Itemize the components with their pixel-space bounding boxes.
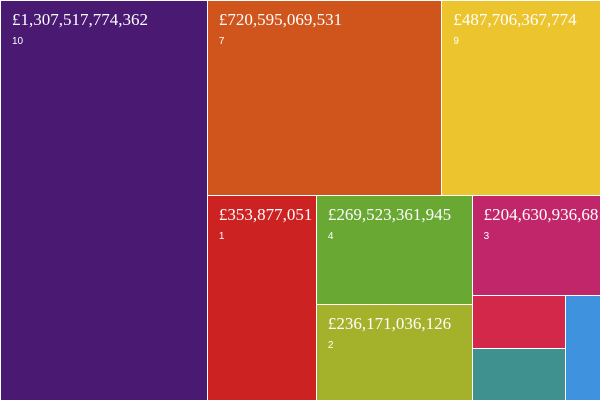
treemap-cell: £204,630,936,68 3 xyxy=(471,194,601,297)
value-label: £269,523,361,945 xyxy=(327,204,452,224)
treemap-cell: £236,171,036,126 2 xyxy=(315,304,473,401)
category-label: 9 xyxy=(453,36,459,47)
value-label: £487,706,367,774 xyxy=(453,10,577,29)
category-label: 2 xyxy=(327,340,334,352)
category-label: 10 xyxy=(12,36,24,47)
treemap-cell xyxy=(471,348,566,401)
treemap-cell: £720,595,069,531 7 xyxy=(206,0,443,196)
category-label: 1 xyxy=(218,230,225,242)
category-label: 7 xyxy=(218,36,225,47)
treemap-cell: £353,877,051 1 xyxy=(206,194,317,401)
category-label: 4 xyxy=(327,230,334,242)
value-label: £720,595,069,531 xyxy=(218,10,343,29)
treemap-cell: £269,523,361,945 4 xyxy=(315,194,473,306)
treemap-cell: £1,307,517,774,362 10 xyxy=(0,0,208,401)
value-label: £353,877,051 xyxy=(218,204,313,224)
category-label: 3 xyxy=(483,230,490,242)
value-label: £1,307,517,774,362 xyxy=(12,10,148,29)
value-label: £236,171,036,126 xyxy=(327,314,452,334)
value-label: £204,630,936,68 xyxy=(483,204,599,224)
treemap-cell: £487,706,367,774 9 xyxy=(441,0,601,196)
treemap-cell xyxy=(564,295,601,401)
treemap-cell xyxy=(471,295,566,350)
